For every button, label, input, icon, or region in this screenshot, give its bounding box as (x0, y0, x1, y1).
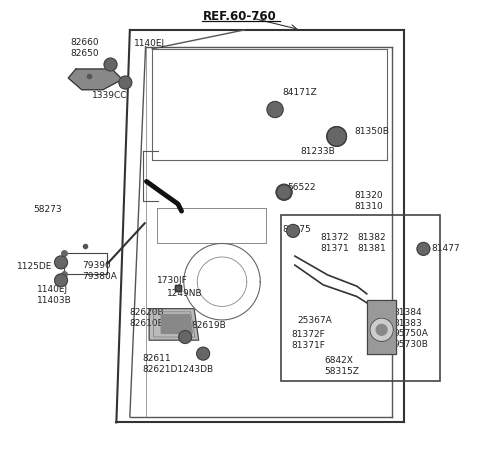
Text: 81320
81310: 81320 81310 (355, 191, 384, 211)
Text: 1339CC: 1339CC (92, 91, 127, 100)
Circle shape (179, 331, 192, 343)
Text: 1730JF: 1730JF (157, 276, 188, 285)
Circle shape (287, 225, 300, 237)
Circle shape (376, 324, 387, 335)
Text: 84171Z: 84171Z (283, 88, 317, 97)
Text: 95750A
95730B: 95750A 95730B (394, 329, 429, 349)
Text: 82620B
82610B: 82620B 82610B (130, 308, 165, 328)
Circle shape (276, 184, 292, 200)
Circle shape (332, 132, 341, 141)
Text: 1125DE: 1125DE (17, 262, 53, 272)
Text: 81233B: 81233B (300, 147, 336, 156)
Text: REF.60-760: REF.60-760 (203, 10, 277, 23)
Polygon shape (68, 69, 122, 90)
Circle shape (277, 185, 291, 199)
Text: 79390
79380A: 79390 79380A (82, 261, 117, 281)
Text: 6842X
58315Z: 6842X 58315Z (324, 356, 360, 376)
Text: 1140EJ
11403B: 1140EJ 11403B (37, 285, 72, 305)
Text: 81384
81383: 81384 81383 (394, 308, 422, 328)
Circle shape (104, 58, 117, 71)
Polygon shape (149, 308, 199, 340)
Text: 25367A: 25367A (298, 316, 332, 325)
Circle shape (267, 101, 283, 118)
Text: 81350B: 81350B (355, 127, 390, 136)
Circle shape (327, 127, 346, 146)
Circle shape (119, 76, 132, 89)
Text: 82619B: 82619B (192, 321, 226, 330)
Text: 56522: 56522 (287, 183, 316, 192)
Circle shape (197, 347, 210, 360)
Polygon shape (367, 299, 396, 354)
Circle shape (55, 256, 68, 269)
Text: 82660
82650: 82660 82650 (71, 38, 99, 58)
Circle shape (327, 127, 347, 147)
Text: 81375: 81375 (283, 226, 312, 235)
Text: 1140EJ: 1140EJ (134, 39, 166, 48)
Text: 81372F
81371F: 81372F 81371F (292, 330, 325, 350)
Bar (281, 215, 440, 381)
Circle shape (55, 274, 68, 287)
Text: 58273: 58273 (33, 205, 62, 214)
Text: 81382
81381: 81382 81381 (358, 233, 386, 253)
Polygon shape (161, 314, 192, 333)
Text: 81477: 81477 (431, 244, 460, 253)
Circle shape (417, 243, 430, 255)
Circle shape (370, 318, 393, 341)
Text: 81372
81371: 81372 81371 (320, 233, 349, 253)
Text: 82611
82621D1243DB: 82611 82621D1243DB (142, 354, 213, 374)
Text: 1249NB: 1249NB (167, 290, 203, 299)
